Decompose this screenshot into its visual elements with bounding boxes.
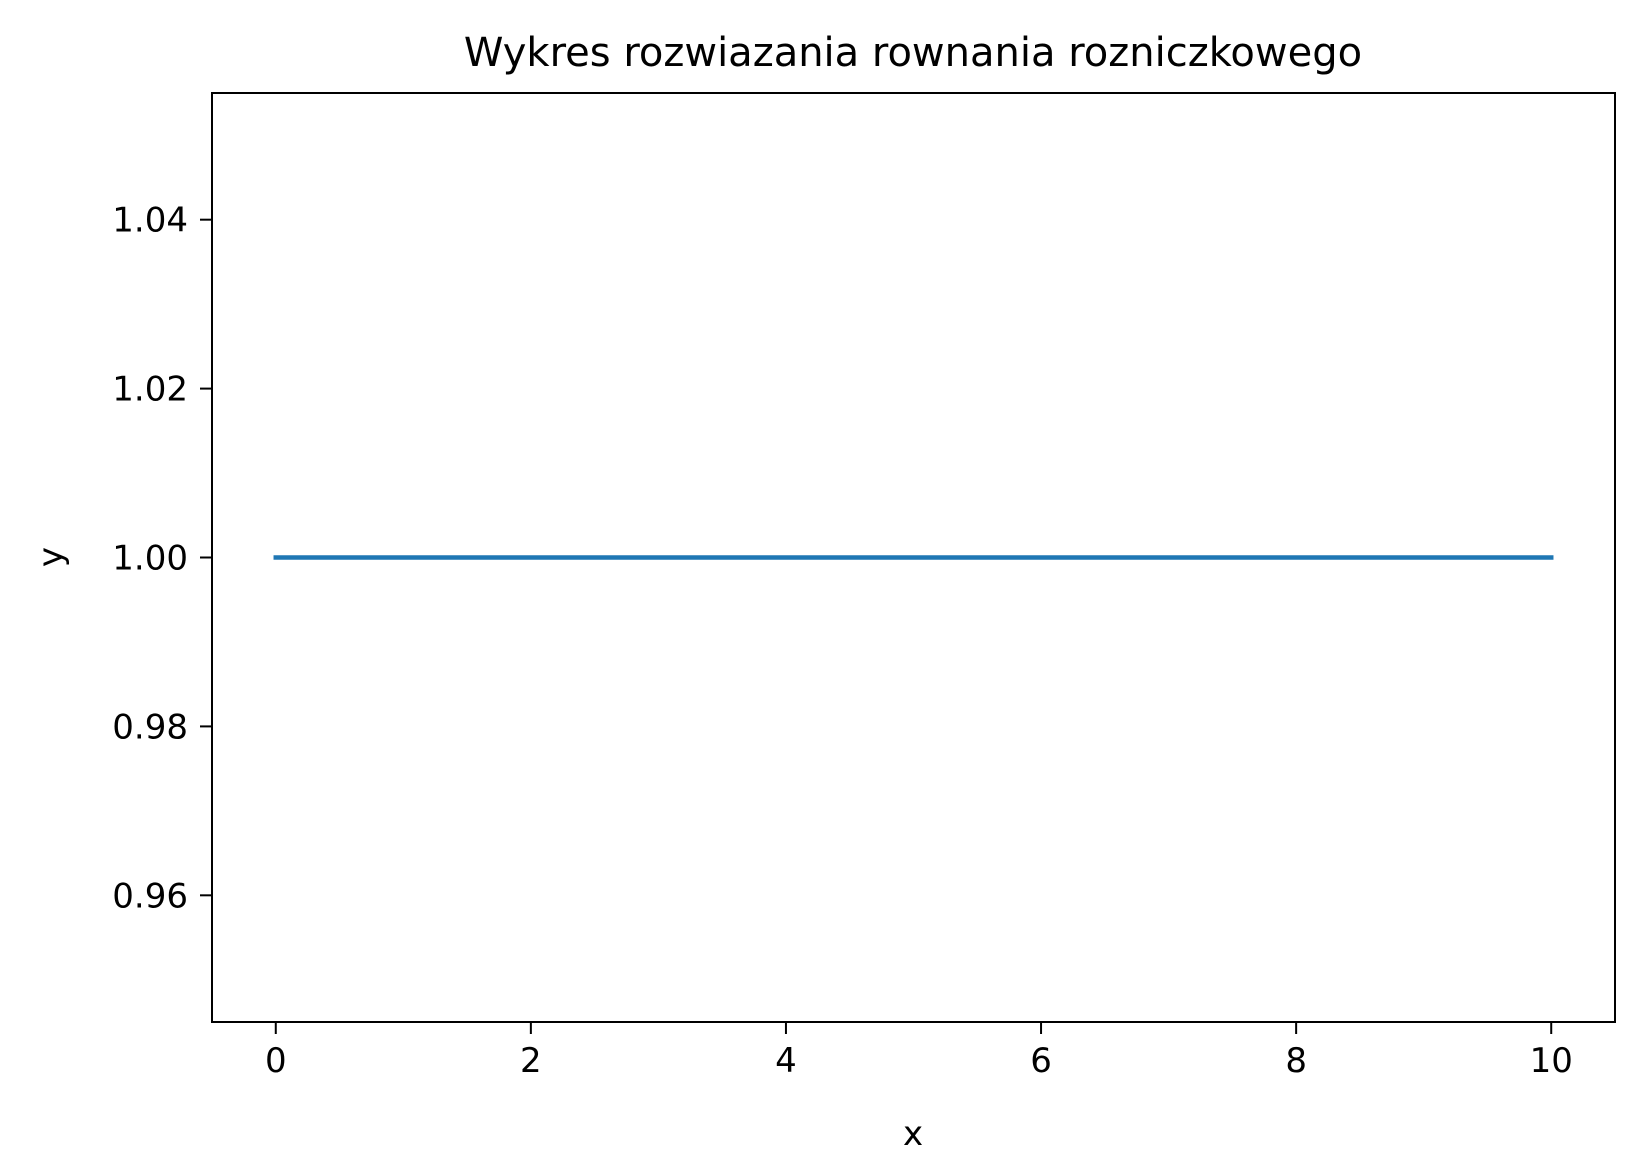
- x-tick-label: 4: [775, 1041, 797, 1081]
- y-tick-label: 1.02: [112, 370, 188, 410]
- x-axis-label: x: [903, 1114, 923, 1154]
- y-tick-label: 1.00: [112, 539, 188, 579]
- y-axis: 0.96 0.98 1.00 1.02 1.04: [112, 201, 212, 916]
- x-axis: 0 2 4 6 8 10: [265, 1022, 1573, 1081]
- y-tick-label: 1.04: [112, 201, 188, 241]
- x-tick-label: 6: [1030, 1041, 1052, 1081]
- y-tick-label: 0.96: [112, 876, 188, 916]
- x-tick-label: 0: [265, 1041, 287, 1081]
- x-tick-label: 10: [1530, 1041, 1573, 1081]
- chart-title: Wykres rozwiazania rownania rozniczkoweg…: [464, 30, 1362, 76]
- y-tick-label: 0.98: [112, 707, 188, 747]
- plot-area: 0 2 4 6 8 10 0.96 0.98 1.00 1.02 1.04: [112, 92, 1616, 1081]
- x-tick-label: 8: [1285, 1041, 1307, 1081]
- x-tick-label: 2: [520, 1041, 542, 1081]
- y-axis-label: y: [31, 547, 71, 567]
